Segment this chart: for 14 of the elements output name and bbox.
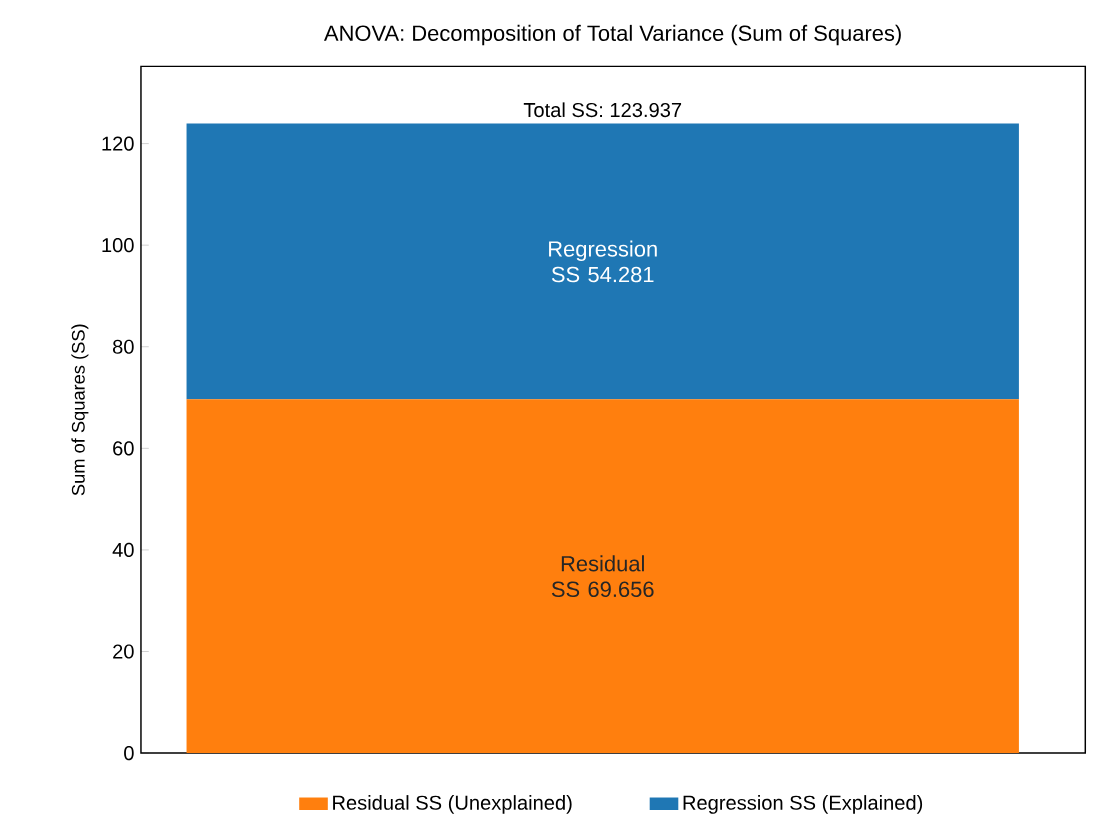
total-label: Total SS: 123.937 (523, 102, 682, 117)
legend-label: Residual SS (Unexplained) (333, 794, 572, 814)
legend-label: Regression SS (Explained) (683, 794, 923, 814)
data-label: Residual SS 69.656 (551, 555, 654, 597)
y-tick-label: 100 (102, 237, 134, 253)
y-tick-label: 0 (124, 745, 134, 760)
y-tick-label: 40 (112, 542, 134, 557)
y-tick-label: 20 (113, 644, 134, 659)
data-label: Regression SS 54.281 (549, 240, 657, 283)
chart-title: ANOVA: Decomposition of Total Variance (Sum of Squares) (323, 24, 901, 46)
y-axis-title: Sum of Squares (SS) (71, 324, 89, 496)
y-tick-label: 80 (113, 339, 134, 354)
y-tick-label: 60 (113, 441, 134, 456)
y-tick-label: 120 (102, 136, 134, 151)
